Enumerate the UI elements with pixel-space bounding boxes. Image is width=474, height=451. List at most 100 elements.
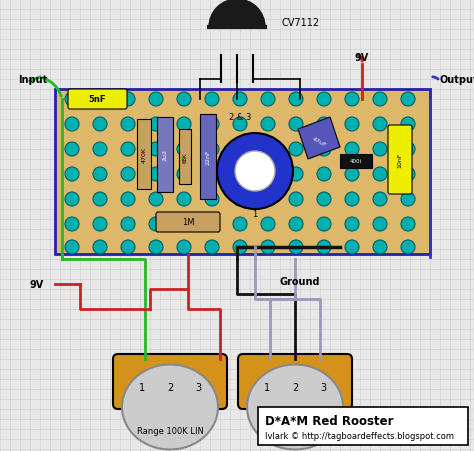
- Circle shape: [261, 93, 275, 107]
- Circle shape: [177, 240, 191, 254]
- Circle shape: [149, 193, 163, 207]
- Text: 3: 3: [320, 382, 326, 392]
- FancyBboxPatch shape: [156, 212, 220, 232]
- Text: 1M: 1M: [182, 218, 194, 227]
- Circle shape: [345, 143, 359, 156]
- Circle shape: [121, 168, 135, 182]
- Circle shape: [65, 193, 79, 207]
- Circle shape: [261, 193, 275, 207]
- Circle shape: [373, 143, 387, 156]
- Circle shape: [205, 143, 219, 156]
- Circle shape: [205, 217, 219, 231]
- Text: 1: 1: [252, 210, 258, 219]
- Circle shape: [149, 240, 163, 254]
- Ellipse shape: [122, 365, 218, 450]
- Bar: [340, 155, 372, 169]
- Circle shape: [317, 143, 331, 156]
- Circle shape: [401, 168, 415, 182]
- Circle shape: [261, 118, 275, 132]
- Circle shape: [289, 143, 303, 156]
- Bar: [179, 130, 191, 184]
- Circle shape: [93, 93, 107, 107]
- Circle shape: [317, 240, 331, 254]
- Circle shape: [261, 168, 275, 182]
- Text: Ivlark © http://tagboardeffects.blogspot.com: Ivlark © http://tagboardeffects.blogspot…: [265, 432, 454, 441]
- Circle shape: [149, 118, 163, 132]
- FancyBboxPatch shape: [388, 126, 412, 194]
- Text: 2u2: 2u2: [163, 149, 167, 161]
- Text: 9V: 9V: [30, 279, 44, 290]
- Text: 68K: 68K: [182, 152, 188, 163]
- Circle shape: [373, 217, 387, 231]
- Text: D*A*M Red Rooster: D*A*M Red Rooster: [265, 414, 393, 428]
- Circle shape: [289, 93, 303, 107]
- Circle shape: [93, 193, 107, 207]
- Bar: [258, 407, 468, 445]
- Circle shape: [289, 118, 303, 132]
- Circle shape: [401, 240, 415, 254]
- Circle shape: [401, 143, 415, 156]
- Circle shape: [149, 168, 163, 182]
- Circle shape: [121, 118, 135, 132]
- Text: 2: 2: [292, 382, 298, 392]
- Bar: [55, 90, 430, 254]
- Circle shape: [317, 168, 331, 182]
- FancyBboxPatch shape: [68, 90, 127, 110]
- Text: Output: Output: [440, 75, 474, 85]
- Circle shape: [289, 217, 303, 231]
- Text: 10nF: 10nF: [398, 152, 402, 167]
- Circle shape: [65, 118, 79, 132]
- Circle shape: [177, 168, 191, 182]
- Circle shape: [177, 217, 191, 231]
- Text: 22nF: 22nF: [206, 149, 210, 165]
- Circle shape: [205, 118, 219, 132]
- Wedge shape: [209, 0, 265, 28]
- Ellipse shape: [247, 365, 343, 450]
- Text: 2 & 3: 2 & 3: [229, 113, 251, 122]
- Circle shape: [93, 168, 107, 182]
- Circle shape: [401, 193, 415, 207]
- Circle shape: [121, 143, 135, 156]
- Bar: [137, 120, 151, 189]
- Circle shape: [65, 240, 79, 254]
- Circle shape: [373, 168, 387, 182]
- Circle shape: [401, 93, 415, 107]
- Circle shape: [205, 93, 219, 107]
- Circle shape: [149, 143, 163, 156]
- Text: CV7112: CV7112: [282, 18, 320, 28]
- Circle shape: [233, 168, 247, 182]
- Circle shape: [345, 93, 359, 107]
- Circle shape: [177, 193, 191, 207]
- Circle shape: [217, 133, 293, 210]
- Text: 5nF: 5nF: [88, 95, 106, 104]
- Circle shape: [205, 240, 219, 254]
- Circle shape: [289, 193, 303, 207]
- Text: 400i: 400i: [350, 159, 362, 164]
- Text: 3: 3: [195, 382, 201, 392]
- Circle shape: [65, 93, 79, 107]
- Circle shape: [345, 118, 359, 132]
- Text: 1: 1: [139, 382, 145, 392]
- Circle shape: [373, 93, 387, 107]
- Circle shape: [345, 240, 359, 254]
- FancyBboxPatch shape: [238, 354, 352, 409]
- Circle shape: [93, 118, 107, 132]
- Circle shape: [261, 143, 275, 156]
- Circle shape: [401, 118, 415, 132]
- Text: Range 100K LIN: Range 100K LIN: [137, 427, 203, 436]
- Circle shape: [261, 217, 275, 231]
- Circle shape: [345, 193, 359, 207]
- Circle shape: [373, 193, 387, 207]
- Circle shape: [177, 93, 191, 107]
- Circle shape: [289, 240, 303, 254]
- Circle shape: [149, 93, 163, 107]
- Circle shape: [317, 217, 331, 231]
- Bar: [157, 118, 173, 193]
- Circle shape: [205, 193, 219, 207]
- Circle shape: [121, 93, 135, 107]
- Circle shape: [149, 217, 163, 231]
- Text: 2: 2: [167, 382, 173, 392]
- Text: 47uF: 47uF: [311, 136, 327, 147]
- Circle shape: [121, 217, 135, 231]
- Circle shape: [345, 168, 359, 182]
